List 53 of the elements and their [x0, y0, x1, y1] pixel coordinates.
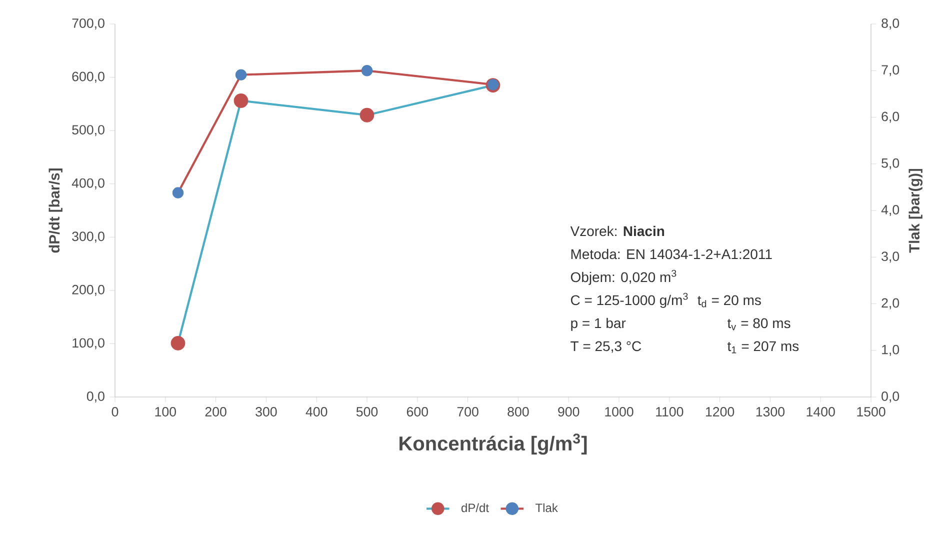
y-tick-label: 100,0 [72, 338, 104, 350]
x-tick-label: 300 [256, 407, 277, 416]
y-axis-title: dP/dt [bar/s] [48, 168, 62, 253]
y-tick-label: 700,0 [72, 18, 104, 30]
x-tick-label: 800 [508, 407, 529, 416]
y2-tick-label: 2,0 [882, 298, 900, 310]
x-tick-label: 0 [112, 407, 118, 416]
x-tick-label: 1000 [605, 407, 634, 416]
legend-label: Tlak [536, 503, 558, 512]
y-tick-label: 300,0 [72, 232, 104, 243]
y2-tick-label: 0,0 [882, 392, 900, 403]
annotation: Objem: 0,020 m$^{3}$ [570, 270, 676, 285]
annotation: C = 125-1000 g/m$^{3}$ [570, 292, 688, 308]
x-tick-label: 700 [457, 407, 478, 416]
point [361, 65, 373, 76]
y2-tick-label: 6,0 [882, 112, 900, 123]
y2-tick-label: 1,0 [882, 344, 900, 356]
x-tick-label: 1100 [656, 407, 684, 416]
annotation: Metoda: EN 14034-1-2+A1:2011 [571, 248, 772, 260]
y-tick-label: 500,0 [72, 125, 104, 136]
legend-label: dP/dt [461, 503, 489, 512]
x-axis-title: Koncentrácia [g/m$^{3}$] [400, 434, 587, 455]
y-tick-label: 0,0 [86, 392, 104, 403]
annotation: t$_{d}$ = 20 ms [698, 295, 761, 308]
y2-tick-label: 5,0 [882, 158, 900, 170]
y-tick-label: 400,0 [72, 178, 104, 190]
annotation: t$_{v}$ = 80 ms [727, 318, 790, 330]
annotation: t$_{1}$ = 207 ms [727, 341, 799, 354]
x-tick-label: 1300 [756, 407, 785, 416]
y2-tick-label: 7,0 [882, 65, 900, 76]
y2-tick-label: 4,0 [881, 204, 900, 216]
y2-axis-title: Tlak [bar(g)] [908, 168, 922, 253]
x-tick-label: 1400 [806, 407, 835, 416]
y-tick-label: 200,0 [72, 284, 104, 296]
x-tick-label: 100 [155, 407, 176, 416]
annotation: p = 1 bar [571, 318, 626, 331]
point [360, 108, 374, 122]
y2-tick-label: 3,0 [882, 252, 900, 263]
annotation: T = 25,3 °C [570, 341, 642, 353]
x-tick-label: 1200 [706, 407, 734, 416]
y2-tick-label: 8,0 [882, 18, 900, 30]
annotation: Vzorek: Niacin [570, 226, 664, 236]
point [172, 187, 184, 198]
x-tick-label: 1500 [857, 407, 886, 416]
x-tick-label: 900 [558, 407, 580, 416]
y-tick-label: 600,0 [72, 72, 104, 83]
x-tick-label: 500 [356, 407, 378, 416]
point [170, 336, 186, 350]
x-tick-label: 400 [306, 407, 328, 416]
point [234, 94, 248, 108]
x-tick-label: 600 [406, 407, 428, 416]
point [235, 69, 247, 80]
x-tick-label: 200 [205, 407, 226, 416]
